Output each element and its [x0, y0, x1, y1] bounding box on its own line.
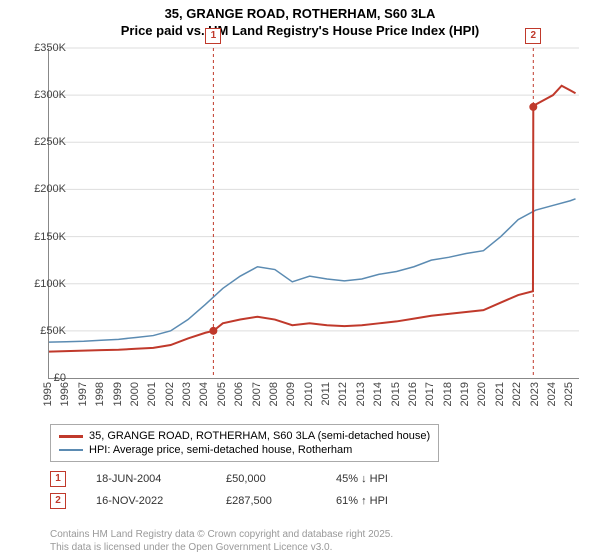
chart-svg [49, 48, 579, 378]
legend-label-red: 35, GRANGE ROAD, ROTHERHAM, S60 3LA (sem… [89, 430, 430, 442]
title-line1: 35, GRANGE ROAD, ROTHERHAM, S60 3LA [0, 6, 600, 23]
x-tick-label: 2010 [303, 382, 315, 406]
x-tick-label: 2022 [511, 382, 523, 406]
y-tick-label: £150K [22, 231, 66, 243]
legend-item-red: 35, GRANGE ROAD, ROTHERHAM, S60 3LA (sem… [59, 429, 430, 443]
transaction-date: 18-JUN-2004 [96, 473, 196, 485]
transaction-pct: 45% ↓ HPI [336, 473, 426, 485]
x-tick-label: 2020 [476, 382, 488, 406]
x-tick-label: 2015 [390, 382, 402, 406]
x-tick-label: 2000 [129, 382, 141, 406]
title-line2: Price paid vs. HM Land Registry's House … [0, 23, 600, 40]
chart-plot-area: 12 [48, 48, 579, 379]
x-tick-label: 2019 [459, 382, 471, 406]
x-tick-label: 2001 [146, 382, 158, 406]
x-tick-label: 2023 [529, 382, 541, 406]
footer-attribution: Contains HM Land Registry data © Crown c… [50, 528, 393, 554]
sale-marker-2: 2 [525, 28, 541, 44]
x-tick-label: 1998 [94, 382, 106, 406]
x-tick-label: 2003 [181, 382, 193, 406]
x-tick-label: 2005 [216, 382, 228, 406]
footer-line1: Contains HM Land Registry data © Crown c… [50, 528, 393, 541]
x-tick-label: 2004 [198, 382, 210, 406]
legend-item-blue: HPI: Average price, semi-detached house,… [59, 443, 430, 457]
y-tick-label: £250K [22, 136, 66, 148]
legend-label-blue: HPI: Average price, semi-detached house,… [89, 444, 352, 456]
x-tick-label: 2013 [355, 382, 367, 406]
x-tick-label: 1997 [77, 382, 89, 406]
sale-marker-1: 1 [205, 28, 221, 44]
x-tick-label: 2014 [372, 382, 384, 406]
x-tick-label: 2021 [494, 382, 506, 406]
x-tick-label: 1995 [42, 382, 54, 406]
transaction-price: £287,500 [226, 495, 306, 507]
transaction-row: 1 18-JUN-2004 £50,000 45% ↓ HPI [50, 468, 426, 490]
transaction-price: £50,000 [226, 473, 306, 485]
x-tick-label: 2006 [233, 382, 245, 406]
x-tick-label: 2007 [251, 382, 263, 406]
x-tick-label: 2008 [268, 382, 280, 406]
x-tick-label: 1996 [59, 382, 71, 406]
legend: 35, GRANGE ROAD, ROTHERHAM, S60 3LA (sem… [50, 424, 439, 462]
x-tick-label: 2012 [337, 382, 349, 406]
transaction-date: 16-NOV-2022 [96, 495, 196, 507]
y-tick-label: £100K [22, 278, 66, 290]
chart-title: 35, GRANGE ROAD, ROTHERHAM, S60 3LA Pric… [0, 0, 600, 40]
transactions-table: 1 18-JUN-2004 £50,000 45% ↓ HPI 2 16-NOV-2022… [50, 468, 426, 512]
x-tick-label: 2025 [563, 382, 575, 406]
y-tick-label: £50K [22, 325, 66, 337]
x-tick-label: 2011 [320, 382, 332, 406]
x-tick-label: 2024 [546, 382, 558, 406]
x-tick-label: 2009 [285, 382, 297, 406]
x-tick-label: 2002 [164, 382, 176, 406]
x-tick-label: 2018 [442, 382, 454, 406]
y-tick-label: £300K [22, 89, 66, 101]
x-tick-label: 2017 [424, 382, 436, 406]
x-tick-label: 2016 [407, 382, 419, 406]
transaction-pct: 61% ↑ HPI [336, 495, 426, 507]
y-tick-label: £350K [22, 42, 66, 54]
legend-swatch-red [59, 435, 83, 438]
legend-swatch-blue [59, 449, 83, 451]
y-tick-label: £200K [22, 183, 66, 195]
transaction-marker: 1 [50, 471, 66, 487]
x-tick-label: 1999 [112, 382, 124, 406]
transaction-row: 2 16-NOV-2022 £287,500 61% ↑ HPI [50, 490, 426, 512]
footer-line2: This data is licensed under the Open Gov… [50, 541, 393, 554]
transaction-marker: 2 [50, 493, 66, 509]
